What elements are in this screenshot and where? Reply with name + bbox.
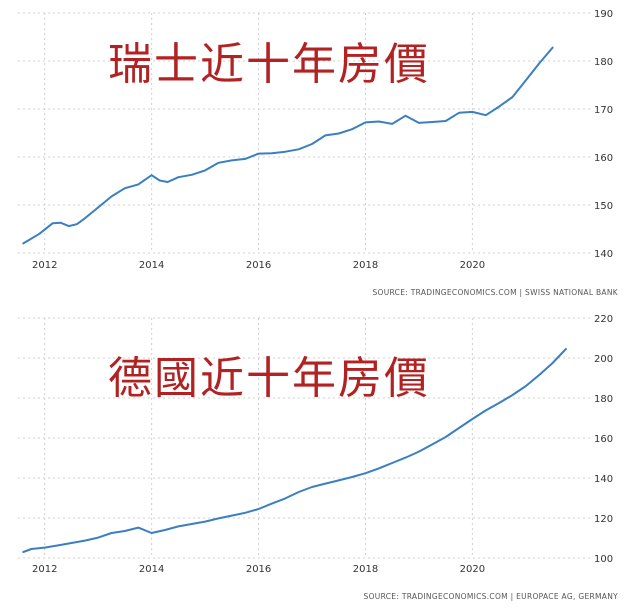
swiss-x-tick-label: 2014 (139, 260, 164, 271)
germany-y-tick-label: 100 (594, 554, 613, 565)
germany-y-tick-label: 120 (594, 514, 613, 525)
germany-x-tick-label: 2018 (353, 564, 378, 575)
germany-y-tick-label: 160 (594, 434, 613, 445)
germany-house-price-chart: 100 120 140 160 180 200 220 2012 2014 2016 2018 202… (0, 304, 639, 608)
germany-x-tick-label: 2012 (32, 564, 57, 575)
germany-price-line (22, 348, 567, 553)
swiss-y-tick-label: 160 (594, 153, 613, 164)
swiss-x-tick-label: 2020 (460, 260, 485, 271)
germany-y-tick-label: 220 (594, 314, 613, 325)
germany-chart-svg: 100 120 140 160 180 200 220 2012 2014 2016 2018 202… (18, 314, 613, 575)
germany-chart-source: SOURCE: TRADINGECONOMICS.COM | EUROPACE … (363, 592, 618, 601)
germany-x-tick-label: 2020 (460, 564, 485, 575)
swiss-house-price-chart: 140 150 160 170 180 190 2012 2014 2016 2018 2020 瑞… (18, 9, 618, 297)
swiss-y-tick-label: 190 (594, 9, 613, 20)
germany-y-tick-label: 180 (594, 394, 613, 405)
swiss-y-tick-label: 170 (594, 105, 613, 116)
swiss-x-tick-label: 2018 (353, 260, 378, 271)
swiss-chart-overlay-title: 瑞士近十年房價 (108, 39, 430, 90)
swiss-y-tick-label: 140 (594, 249, 613, 260)
germany-y-tick-label: 140 (594, 474, 613, 485)
germany-chart-overlay-title: 德國近十年房價 (108, 353, 430, 404)
swiss-y-tick-label: 150 (594, 201, 613, 212)
germany-x-tick-label: 2016 (246, 564, 271, 575)
germany-y-tick-label: 200 (594, 354, 613, 365)
swiss-x-tick-label: 2012 (32, 260, 57, 271)
swiss-price-line (22, 46, 554, 245)
swiss-y-tick-label: 180 (594, 57, 613, 68)
swiss-x-tick-label: 2016 (246, 260, 271, 271)
swiss-chart-svg: 140 150 160 170 180 190 2012 2014 2016 2018 2020 (18, 9, 613, 271)
germany-x-tick-label: 2014 (139, 564, 164, 575)
swiss-chart-source: SOURCE: TRADINGECONOMICS.COM | SWISS NAT… (372, 288, 618, 297)
